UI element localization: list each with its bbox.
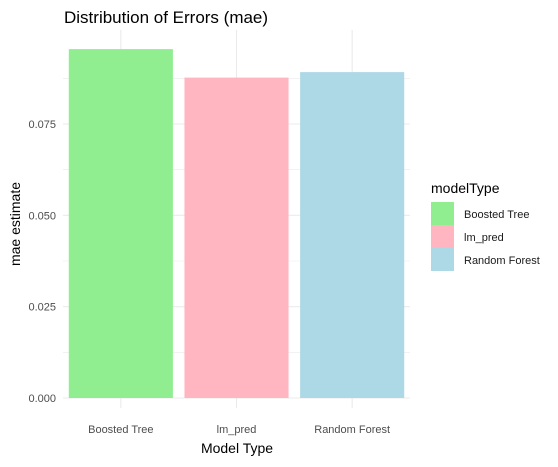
y-axis-label: mae estimate bbox=[7, 182, 23, 266]
bar-lm-pred bbox=[184, 77, 289, 399]
legend: modelType Boosted Tree lm_pred Random Fore… bbox=[431, 180, 540, 271]
legend-key bbox=[431, 248, 454, 271]
y-axis-ticks: 0.000 0.025 0.050 0.075 bbox=[28, 119, 56, 405]
bar-boosted-tree bbox=[68, 49, 173, 399]
bar-random-forest bbox=[300, 72, 405, 398]
legend-label: lm_pred bbox=[464, 232, 504, 244]
chart-title: Distribution of Errors (mae) bbox=[64, 8, 268, 27]
y-tick-label: 0.050 bbox=[28, 210, 56, 222]
legend-title: modelType bbox=[431, 180, 500, 196]
x-tick-label: lm_pred bbox=[217, 424, 257, 436]
y-tick-label: 0.025 bbox=[28, 302, 56, 314]
legend-key bbox=[431, 202, 454, 225]
legend-label: Random Forest bbox=[464, 255, 540, 267]
x-tick-label: Random Forest bbox=[314, 424, 390, 436]
x-tick-label: Boosted Tree bbox=[88, 424, 153, 436]
x-axis-ticks: Boosted Tree lm_pred Random Forest bbox=[88, 424, 390, 436]
x-axis-label: Model Type bbox=[201, 440, 273, 456]
legend-label: Boosted Tree bbox=[464, 209, 529, 221]
y-tick-label: 0.000 bbox=[28, 393, 56, 405]
bars bbox=[68, 49, 405, 399]
y-tick-label: 0.075 bbox=[28, 119, 56, 131]
legend-key bbox=[431, 225, 454, 248]
legend-items: Boosted Tree lm_pred Random Forest bbox=[431, 202, 540, 271]
